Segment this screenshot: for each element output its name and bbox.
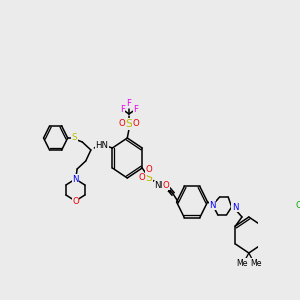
Text: N: N (232, 202, 238, 211)
Text: S: S (72, 134, 77, 142)
Text: S: S (126, 119, 132, 129)
Text: N: N (209, 200, 216, 209)
Text: O: O (133, 119, 139, 128)
Text: F: F (127, 98, 131, 107)
Text: N: N (72, 175, 79, 184)
Text: O: O (72, 196, 79, 206)
Text: Me: Me (250, 259, 262, 268)
Text: O: O (139, 173, 146, 182)
Text: NH: NH (154, 182, 168, 190)
Text: O: O (163, 181, 169, 190)
Text: HN: HN (96, 140, 109, 149)
Text: F: F (134, 106, 138, 115)
Text: F: F (120, 106, 124, 115)
Text: O: O (119, 119, 125, 128)
Text: S: S (146, 173, 152, 183)
Text: Cl: Cl (296, 202, 300, 211)
Text: Me: Me (236, 259, 248, 268)
Text: O: O (146, 166, 152, 175)
